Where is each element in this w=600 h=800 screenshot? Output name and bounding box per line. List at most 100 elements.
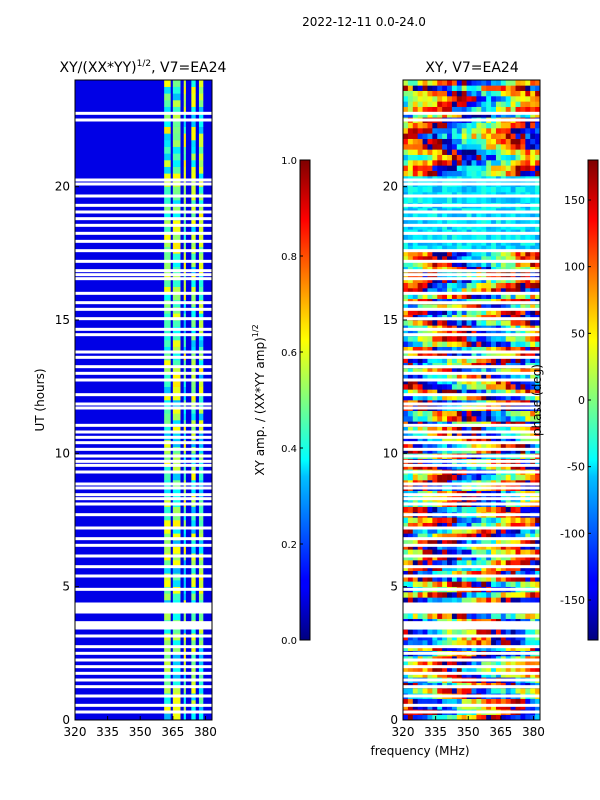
phase-cell — [535, 165, 541, 171]
phase-cell — [505, 437, 511, 443]
phase-cell — [505, 426, 511, 433]
phase-cell — [432, 714, 438, 721]
phase-cell — [515, 80, 521, 86]
phase-cell — [520, 106, 526, 113]
phase-cell — [515, 549, 521, 555]
amp-band-cell — [198, 566, 204, 574]
amp-band-cell — [164, 333, 171, 341]
phase-cell — [476, 309, 482, 315]
phase-cell — [407, 288, 414, 294]
phase-cell — [471, 640, 477, 646]
phase-cell — [403, 576, 409, 582]
amp-band-cell — [183, 206, 186, 214]
amp-band-cell — [191, 680, 196, 687]
phase-cell — [451, 138, 458, 145]
phase-cell — [500, 437, 507, 443]
amp-band-cell — [164, 186, 171, 194]
phase-cell — [530, 85, 536, 91]
phase-cell — [481, 101, 487, 107]
amp-flagged-row — [75, 291, 212, 295]
phase-cell — [481, 320, 487, 326]
amp-band-cell — [164, 506, 171, 514]
phase-cell — [417, 288, 423, 294]
amp-band-cell — [183, 413, 186, 421]
phase-cell — [417, 197, 423, 203]
phase-cell — [432, 640, 438, 646]
phase-cell — [520, 698, 526, 705]
amp-band-cell — [172, 153, 181, 161]
phase-ytick-label: 10 — [383, 446, 398, 460]
phase-cell — [417, 90, 423, 97]
phase-cell — [471, 549, 477, 555]
phase-cell — [486, 293, 492, 299]
phase-cell — [422, 373, 428, 379]
amp-band-cell — [164, 200, 171, 207]
phase-cell — [486, 309, 492, 315]
phase-cell — [491, 714, 497, 721]
phase-cell — [427, 160, 433, 166]
phase-cell — [491, 570, 497, 577]
phase-cell — [500, 90, 507, 97]
phase-cell — [422, 549, 428, 555]
phase-cell — [491, 597, 497, 603]
phase-cell — [471, 688, 477, 694]
amp-band-cell — [172, 413, 181, 421]
phase-cell — [466, 149, 472, 155]
phase-cell — [505, 373, 511, 379]
phase-cell — [442, 293, 448, 299]
phase-cell — [481, 538, 487, 545]
phase-cell — [437, 570, 443, 577]
phase-cell — [437, 309, 443, 315]
phase-cell — [417, 234, 423, 241]
amp-band-cell — [183, 700, 186, 707]
phase-cell — [471, 250, 477, 257]
phase-cell — [495, 170, 502, 177]
phase-cell — [495, 698, 502, 705]
phase-cell — [520, 560, 526, 566]
phase-cell — [466, 293, 472, 299]
phase-cell — [520, 90, 526, 97]
phase-cell — [525, 416, 531, 422]
phase-cell — [442, 474, 448, 481]
phase-cell — [495, 474, 502, 481]
phase-cell — [530, 528, 536, 534]
phase-cell — [530, 373, 536, 379]
phase-cell — [437, 218, 443, 225]
phase-cell — [481, 309, 487, 315]
phase-cell — [510, 309, 516, 315]
phase-cell — [471, 528, 477, 534]
phase-cell — [500, 528, 507, 534]
phase-cell — [491, 138, 497, 145]
amp-band-cell — [172, 220, 181, 227]
phase-cell — [451, 373, 458, 379]
phase-cell — [451, 384, 458, 390]
phase-cell — [515, 160, 521, 166]
phase-cell — [471, 186, 477, 193]
phase-cell — [520, 304, 526, 310]
phase-cell — [466, 629, 472, 635]
phase-cell — [535, 410, 541, 417]
amp-band-cell — [172, 660, 181, 667]
phase-cell — [471, 560, 477, 566]
phase-cell — [417, 170, 423, 177]
phase-cell — [437, 698, 443, 705]
amp-flagged-row — [75, 634, 212, 638]
amp-flagged-row — [75, 423, 212, 427]
phase-cell — [456, 368, 463, 374]
phase-cell — [525, 522, 531, 529]
phase-cell — [491, 394, 497, 401]
phase-cell — [412, 368, 418, 374]
phase-cell — [407, 394, 414, 401]
phase-cell — [447, 346, 453, 353]
phase-cell — [427, 234, 433, 241]
phase-cell — [461, 320, 467, 326]
amp-band-cell — [183, 80, 186, 87]
phase-cell — [505, 96, 511, 102]
phase-cell — [417, 352, 423, 358]
amp-band-cell — [191, 613, 196, 621]
amp-colorbar-gradient — [299, 159, 311, 641]
phase-cell — [535, 197, 541, 203]
phase-cell — [412, 581, 418, 587]
phase-cell — [427, 688, 433, 694]
phase-cell — [471, 432, 477, 438]
